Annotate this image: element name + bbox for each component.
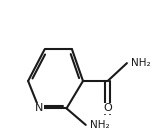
Text: O: O <box>103 103 112 113</box>
Text: N: N <box>35 103 43 113</box>
Text: NH₂: NH₂ <box>90 120 110 130</box>
Text: NH₂: NH₂ <box>131 58 151 68</box>
